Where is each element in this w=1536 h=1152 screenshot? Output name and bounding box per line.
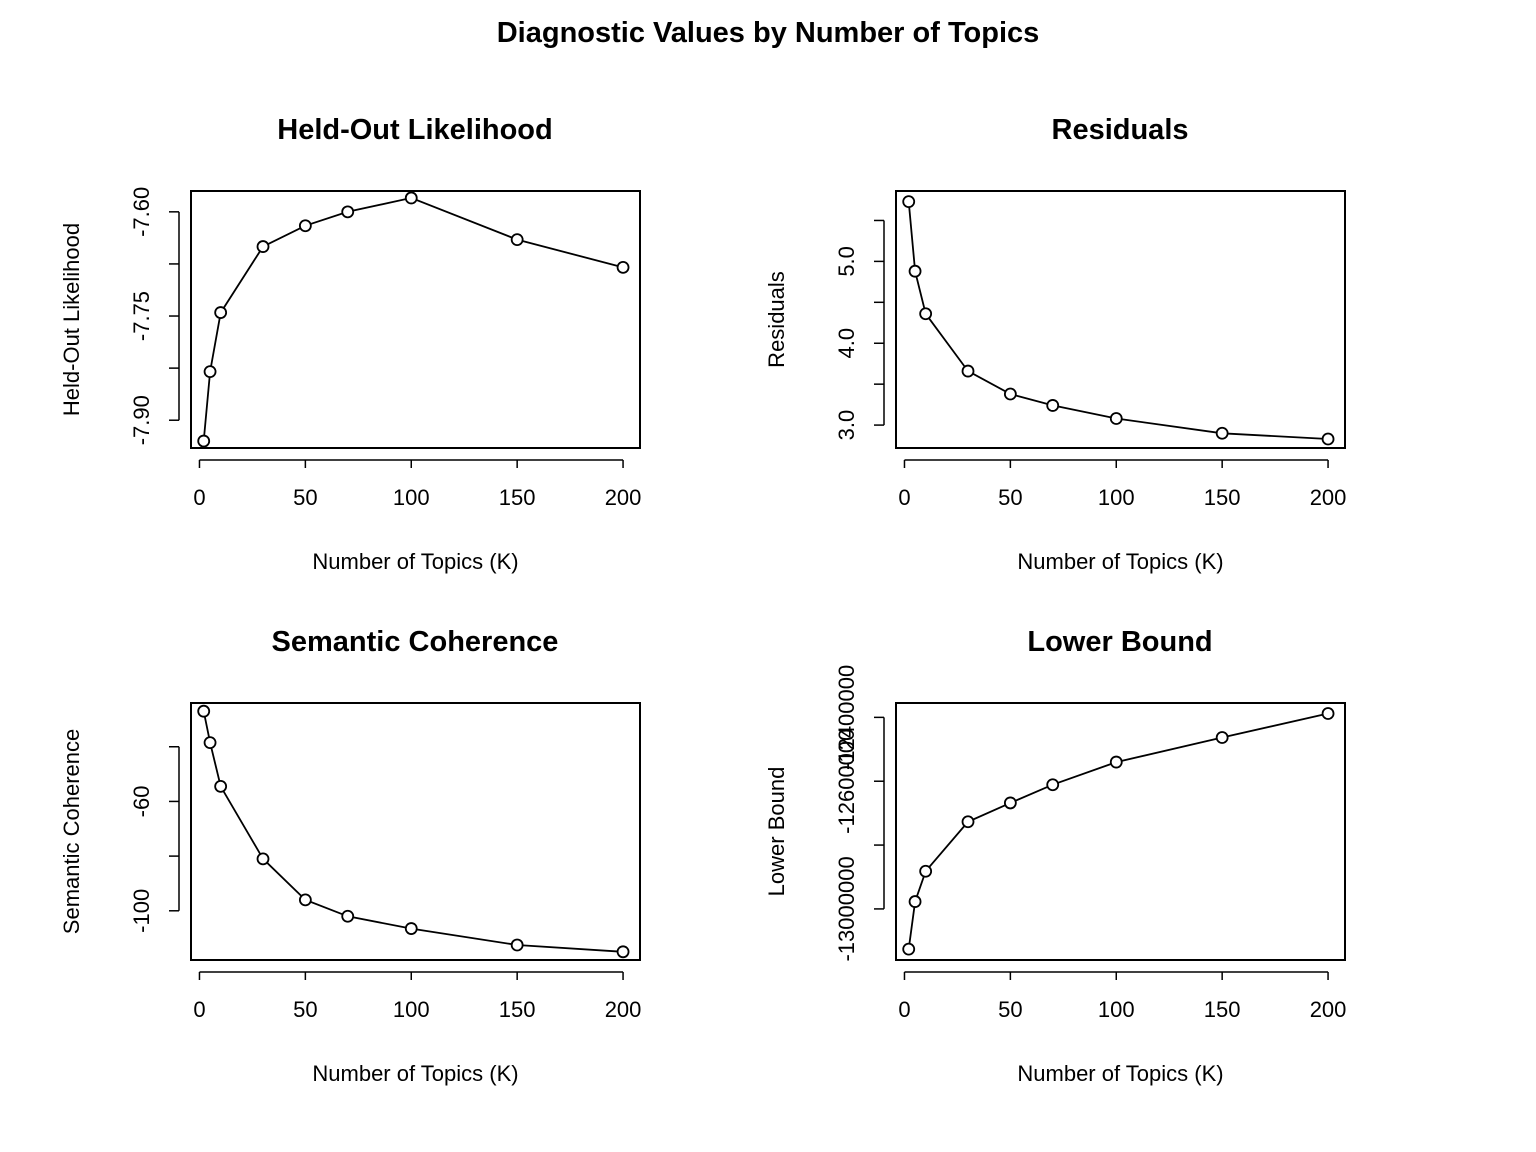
x-tick-label: 0 bbox=[193, 997, 205, 1022]
x-tick-label: 100 bbox=[393, 485, 430, 510]
plot-frame bbox=[895, 702, 1346, 961]
data-point bbox=[510, 233, 524, 247]
x-axis-label: Number of Topics (K) bbox=[1017, 1061, 1223, 1086]
data-point bbox=[298, 893, 312, 907]
x-tick-label: 100 bbox=[393, 997, 430, 1022]
x-tick-label: 0 bbox=[898, 485, 910, 510]
series-line bbox=[202, 711, 624, 953]
panel-1: Held-Out Likelihood 0 50 100 150 200 Number of… bbox=[59, 114, 641, 574]
data-point bbox=[908, 264, 922, 278]
panel-4: Lower Bound 0 50 100 150 200 Number of Topics … bbox=[764, 626, 1346, 1086]
y-tick-label: -7.60 bbox=[129, 187, 154, 237]
x-tick-label: 200 bbox=[1310, 485, 1347, 510]
panel-title: Held-Out Likelihood bbox=[277, 114, 553, 146]
y-tick-label: 4.0 bbox=[834, 328, 859, 359]
data-point bbox=[203, 736, 217, 750]
x-tick-label: 0 bbox=[898, 997, 910, 1022]
data-point bbox=[214, 306, 228, 319]
data-point bbox=[1003, 796, 1017, 810]
series-line bbox=[202, 196, 624, 442]
y-tick-label: -100 bbox=[129, 889, 154, 933]
data-point bbox=[341, 909, 355, 923]
data-point bbox=[902, 942, 916, 956]
x-tick-label: 150 bbox=[1204, 485, 1241, 510]
data-point bbox=[908, 895, 922, 908]
panels: Held-Out Likelihood 0 50 100 150 200 Number of… bbox=[59, 114, 1346, 1086]
data-point bbox=[256, 240, 270, 253]
data-point bbox=[1321, 432, 1335, 446]
plot-frame bbox=[190, 190, 641, 449]
y-axis-label: Held-Out Likelihood bbox=[59, 223, 84, 416]
x-axis-label: Number of Topics (K) bbox=[312, 1061, 518, 1086]
data-point bbox=[961, 364, 975, 378]
y-tick-label: -7.90 bbox=[129, 395, 154, 445]
y-tick-label: -7.75 bbox=[129, 291, 154, 341]
data-point bbox=[197, 704, 211, 718]
x-axis-label: Number of Topics (K) bbox=[1017, 549, 1223, 574]
data-point bbox=[961, 815, 975, 829]
figure-title: Diagnostic Values by Number of Topics bbox=[497, 17, 1040, 49]
x-tick-label: 100 bbox=[1098, 997, 1135, 1022]
x-tick-label: 50 bbox=[293, 485, 317, 510]
y-axis-label: Semantic Coherence bbox=[59, 729, 84, 934]
data-point bbox=[1109, 412, 1123, 425]
x-tick-label: 50 bbox=[293, 997, 317, 1022]
x-tick-label: 100 bbox=[1098, 485, 1135, 510]
y-axis-label: Lower Bound bbox=[764, 767, 789, 897]
x-tick-label: 50 bbox=[998, 997, 1022, 1022]
x-tick-label: 200 bbox=[605, 997, 642, 1022]
data-point bbox=[616, 945, 630, 959]
panel-2: Residuals 0 50 100 150 200 Number of Topics (K… bbox=[764, 114, 1346, 574]
panel-title: Residuals bbox=[1052, 114, 1189, 146]
y-tick-label: -13000000 bbox=[834, 856, 859, 961]
data-point bbox=[1046, 778, 1060, 792]
panel-3: Semantic Coherence 0 50 100 150 200 Number of … bbox=[59, 626, 641, 1086]
data-point bbox=[919, 307, 933, 321]
panel-title: Lower Bound bbox=[1027, 626, 1212, 658]
y-tick-label: -60 bbox=[129, 786, 154, 818]
series-line bbox=[907, 712, 1329, 950]
y-tick-label: -12400000 bbox=[834, 665, 859, 770]
x-tick-label: 200 bbox=[605, 485, 642, 510]
x-tick-label: 0 bbox=[193, 485, 205, 510]
y-tick-label: -12600000 bbox=[834, 729, 859, 834]
data-point bbox=[404, 191, 418, 205]
data-point bbox=[616, 261, 630, 274]
x-tick-label: 200 bbox=[1310, 997, 1347, 1022]
data-point bbox=[919, 864, 933, 878]
data-point bbox=[1321, 707, 1335, 720]
data-point bbox=[341, 205, 355, 219]
data-point bbox=[256, 852, 270, 866]
x-tick-label: 150 bbox=[499, 997, 536, 1022]
x-axis-label: Number of Topics (K) bbox=[312, 549, 518, 574]
data-point bbox=[197, 434, 211, 448]
y-tick-label: 3.0 bbox=[834, 410, 859, 441]
plot-frame bbox=[190, 702, 641, 961]
data-point bbox=[404, 922, 418, 935]
x-tick-label: 150 bbox=[1204, 997, 1241, 1022]
data-point bbox=[510, 938, 524, 952]
plot-frame bbox=[895, 190, 1346, 449]
data-point bbox=[902, 195, 916, 209]
series-line bbox=[907, 201, 1329, 440]
x-tick-label: 150 bbox=[499, 485, 536, 510]
data-point bbox=[1215, 731, 1229, 744]
x-tick-label: 50 bbox=[998, 485, 1022, 510]
y-tick-label: 5.0 bbox=[834, 246, 859, 277]
data-point bbox=[298, 219, 312, 233]
data-point bbox=[203, 365, 217, 378]
data-point bbox=[1109, 755, 1123, 769]
data-point bbox=[1215, 426, 1229, 440]
data-point bbox=[1003, 387, 1017, 401]
data-point bbox=[214, 779, 228, 793]
panel-title: Semantic Coherence bbox=[272, 626, 559, 658]
y-axis-label: Residuals bbox=[764, 271, 789, 368]
data-point bbox=[1046, 399, 1060, 412]
